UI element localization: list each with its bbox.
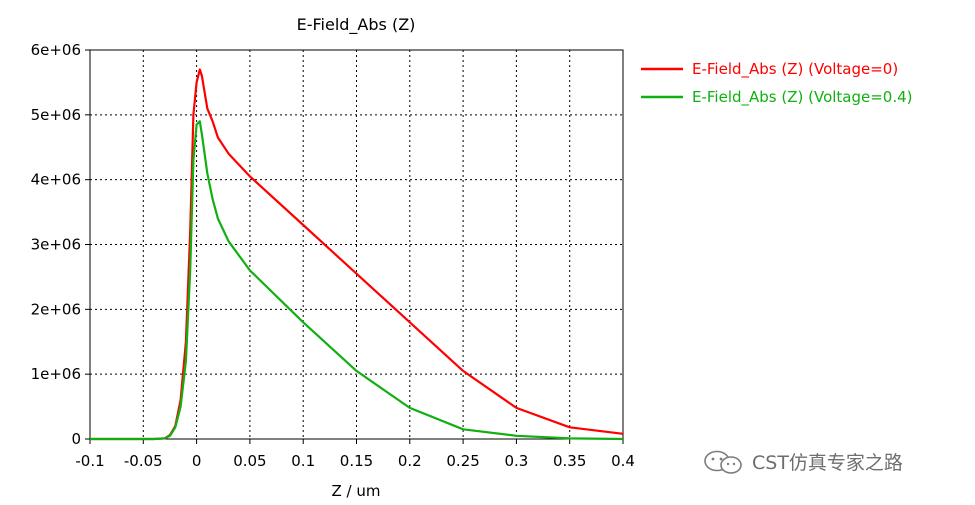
x-tick-label: -0.1 <box>75 452 104 470</box>
y-tick-label: 1e+06 <box>31 365 81 383</box>
y-tick-label: 0 <box>71 430 81 448</box>
watermark-text: CST仿真专家之路 <box>752 452 903 474</box>
x-tick-label: 0 <box>192 452 202 470</box>
x-axis-label: Z / um <box>332 482 381 500</box>
x-tick-label: 0.1 <box>291 452 315 470</box>
y-tick-label: 3e+06 <box>31 236 81 254</box>
x-tick-label: 0.05 <box>233 452 266 470</box>
y-tick-label: 6e+06 <box>31 41 81 59</box>
x-axis-ticks: -0.1 -0.05 0 0.05 0.1 0.15 0.2 0.25 0.3 0.35 0.4 <box>75 439 635 470</box>
x-tick-label: 0.35 <box>553 452 586 470</box>
legend-label-2: E-Field_Abs (Z) (Voltage=0.4) <box>692 88 913 107</box>
legend: E-Field_Abs (Z) (Voltage=0) E-Field_Abs (… <box>641 60 913 107</box>
x-tick-label: 0.4 <box>611 452 635 470</box>
x-tick-label: 0.25 <box>446 452 479 470</box>
grid <box>90 50 623 439</box>
watermark: CST仿真专家之路 <box>702 448 903 475</box>
wechat-icon <box>704 450 742 474</box>
legend-label-1: E-Field_Abs (Z) (Voltage=0) <box>692 60 898 79</box>
y-tick-label: 2e+06 <box>31 300 81 318</box>
y-axis-ticks: 0 1e+06 2e+06 3e+06 4e+06 5e+06 6e+06 <box>31 41 90 448</box>
y-tick-label: 5e+06 <box>31 106 81 124</box>
series-line-2 <box>90 120 624 441</box>
x-tick-label: -0.05 <box>124 452 163 470</box>
chart-title: E-Field_Abs (Z) <box>297 15 416 35</box>
series-lines <box>90 68 624 441</box>
x-tick-label: 0.3 <box>504 452 528 470</box>
x-tick-label: 0.15 <box>340 452 373 470</box>
y-tick-label: 4e+06 <box>31 171 81 189</box>
x-tick-label: 0.2 <box>398 452 422 470</box>
